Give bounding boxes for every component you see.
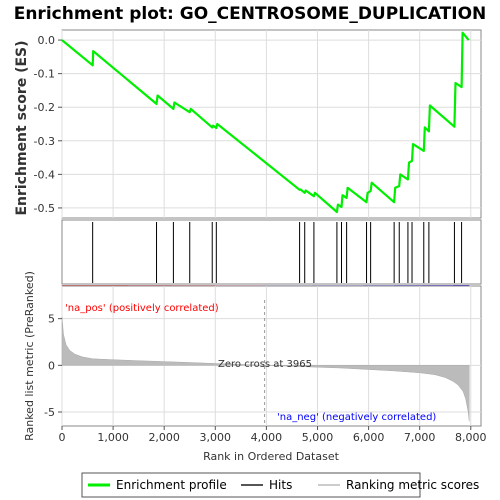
es-line-group <box>61 31 470 214</box>
hits-group <box>92 222 463 283</box>
x-axis-label: Rank in Ordered Dataset <box>203 450 340 463</box>
x-tick-label: 8,000 <box>455 431 487 444</box>
metric-y-tick-label: -5 <box>44 406 55 419</box>
metric-y-ticks: 5 0 -5 <box>44 313 62 419</box>
hits-panel <box>61 219 482 285</box>
chart-title: Enrichment plot: GO_CENTROSOME_DUPLICATI… <box>14 4 487 24</box>
x-tick-label: 1,000 <box>97 431 129 444</box>
x-axis-ticks: 0 1,000 2,000 3,000 4,000 5,000 6,000 7,000 8,00… <box>59 426 487 444</box>
es-y-tick-label: -0.2 <box>34 101 55 114</box>
x-tick-label: 2,000 <box>148 431 180 444</box>
metric-area-group <box>61 316 470 422</box>
zero-cross-label: Zero cross at 3965 <box>218 359 312 370</box>
neg-correlated-label: 'na_neg' (negatively correlated) <box>277 412 436 423</box>
metric-panel <box>61 285 482 427</box>
es-panel <box>61 29 482 219</box>
es-y-tick-label: -0.3 <box>34 135 55 148</box>
x-tick-label: 6,000 <box>353 431 385 444</box>
legend: Enrichment profile Hits Ranking metric sco… <box>88 478 479 492</box>
ranking-metric-area <box>61 316 470 422</box>
es-y-tick-label: -0.4 <box>34 168 55 181</box>
legend-item-label: Hits <box>269 478 292 492</box>
legend-item-label: Enrichment profile <box>116 478 227 492</box>
metric-y-tick-label: 5 <box>48 313 55 326</box>
pos-correlated-label: 'na_pos' (positively correlated) <box>65 303 219 314</box>
x-tick-label: 7,000 <box>404 431 436 444</box>
es-grid <box>61 30 481 218</box>
enrichment-profile-line <box>61 31 470 214</box>
x-tick-label: 3,000 <box>200 431 232 444</box>
es-y-tick-label: -0.1 <box>34 68 55 81</box>
metric-y-tick-label: 0 <box>48 359 55 372</box>
x-tick-label: 4,000 <box>251 431 283 444</box>
x-tick-label: 0 <box>59 431 66 444</box>
metric-grid <box>61 286 481 426</box>
es-y-ticks: 0.0 -0.1 -0.2 -0.3 -0.4 -0.5 <box>34 34 62 215</box>
es-y-tick-label: 0.0 <box>38 34 56 47</box>
es-y-tick-label: -0.5 <box>34 202 55 215</box>
es-y-axis-label: Enrichment score (ES) <box>14 40 30 215</box>
metric-y-axis-label: Ranked list metric (PreRanked) <box>23 271 36 441</box>
x-tick-label: 5,000 <box>302 431 334 444</box>
legend-item-label: Ranking metric scores <box>346 478 479 492</box>
